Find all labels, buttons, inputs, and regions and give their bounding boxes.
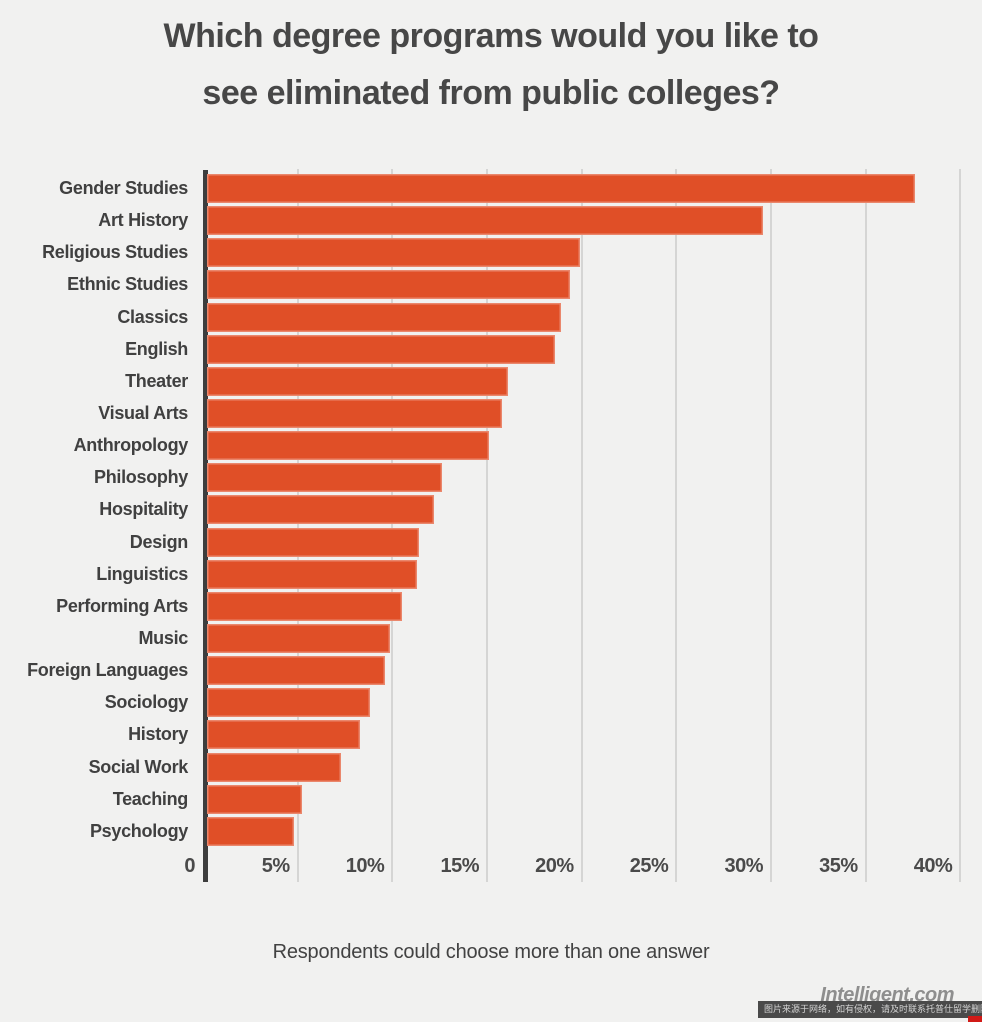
category-label: Theater bbox=[125, 370, 188, 391]
bar-row: Visual Arts bbox=[0, 398, 982, 431]
bar-row: Hospitality bbox=[0, 495, 982, 527]
bar-row: Theater bbox=[0, 366, 982, 399]
bar-row: Art History bbox=[0, 206, 982, 238]
bar-row: Religious Studies bbox=[0, 238, 982, 270]
page-title: Which degree programs would you like to … bbox=[0, 8, 982, 122]
gridline bbox=[864, 169, 867, 882]
x-tick-label: 5% bbox=[261, 855, 290, 877]
bar-rows: Gender Studies Art History Religious Studi… bbox=[0, 174, 982, 849]
bar-design bbox=[207, 527, 419, 557]
watermark-text: 图片来源于网络，如有侵权，请及时联系托普仕留学删除 bbox=[764, 1004, 982, 1014]
y-axis-line bbox=[203, 170, 208, 882]
bar-art-history bbox=[207, 206, 764, 236]
gridline bbox=[391, 169, 394, 882]
bar-row: Foreign Languages bbox=[0, 656, 982, 688]
x-tick-label: 0 bbox=[184, 855, 195, 877]
category-label: Hospitality bbox=[99, 499, 188, 520]
x-tick-label: 35% bbox=[819, 855, 858, 877]
bar-visual-arts bbox=[207, 398, 503, 428]
gridline bbox=[769, 169, 772, 882]
bar-sociology bbox=[207, 688, 370, 718]
category-label: Classics bbox=[117, 306, 188, 327]
category-label: Ethnic Studies bbox=[67, 274, 188, 295]
bar-teaching bbox=[207, 784, 302, 814]
category-label: Teaching bbox=[112, 788, 189, 809]
x-tick-label: 10% bbox=[345, 855, 385, 877]
category-label: Foreign Languages bbox=[27, 660, 188, 681]
bar-hospitality bbox=[207, 495, 434, 525]
red-corner-mark bbox=[968, 1016, 982, 1022]
source-attribution: Intelligent.com bbox=[820, 984, 954, 1006]
category-label: Art History bbox=[98, 210, 188, 231]
bar-anthropology bbox=[207, 431, 489, 461]
gridline bbox=[675, 169, 678, 882]
bar-linguistics bbox=[207, 559, 417, 589]
bar-row: English bbox=[0, 334, 982, 367]
category-label: Philosophy bbox=[93, 467, 188, 488]
page-title-line-1: Which degree programs would you like to bbox=[163, 17, 819, 55]
category-label: Religious Studies bbox=[42, 242, 188, 263]
watermark-bar: 图片来源于网络，如有侵权，请及时联系托普仕留学删除 bbox=[758, 1001, 982, 1018]
category-label: Music bbox=[138, 627, 188, 648]
bar-row: Performing Arts bbox=[0, 591, 982, 624]
category-label: Linguistics bbox=[96, 563, 188, 584]
bar-row: Ethnic Studies bbox=[0, 270, 982, 302]
bar-row: History bbox=[0, 720, 982, 752]
bar-row: Music bbox=[0, 623, 982, 656]
x-tick-label: 15% bbox=[440, 855, 479, 877]
bar-psychology bbox=[207, 816, 294, 846]
gridline bbox=[296, 169, 299, 882]
bar-religious-studies bbox=[207, 238, 580, 268]
category-label: History bbox=[128, 724, 188, 745]
bar-row: Psychology bbox=[0, 816, 982, 849]
bar-row: Social Work bbox=[0, 752, 982, 785]
category-label: English bbox=[125, 338, 188, 359]
bar-row: Linguistics bbox=[0, 559, 982, 592]
bar-performing-arts bbox=[207, 591, 402, 621]
bar-row: Design bbox=[0, 527, 982, 560]
page-title-line-2: see eliminated from public colleges? bbox=[202, 74, 780, 112]
bar-row: Anthropology bbox=[0, 431, 982, 463]
x-tick-label: 30% bbox=[724, 855, 763, 877]
category-label: Performing Arts bbox=[56, 595, 188, 616]
bar-social-work bbox=[207, 752, 342, 782]
gridline bbox=[959, 169, 962, 882]
category-label: Visual Arts bbox=[98, 402, 188, 423]
gridline bbox=[485, 169, 488, 882]
bar-row: Teaching bbox=[0, 784, 982, 817]
bar-ethnic-studies bbox=[207, 270, 571, 300]
bar-foreign-languages bbox=[207, 656, 385, 686]
category-label: Gender Studies bbox=[59, 178, 188, 198]
gridline bbox=[580, 169, 583, 882]
x-tick-label: 40% bbox=[913, 855, 953, 877]
chart-caption: Respondents could choose more than one a… bbox=[272, 941, 710, 963]
category-label: Anthropology bbox=[73, 435, 189, 456]
bar-music bbox=[207, 623, 391, 653]
category-label: Sociology bbox=[104, 692, 189, 713]
bar-gender-studies bbox=[207, 174, 915, 203]
category-label: Design bbox=[129, 531, 189, 552]
bar-row: Gender Studies bbox=[0, 174, 982, 206]
bar-history bbox=[207, 720, 361, 750]
category-label: Social Work bbox=[88, 756, 189, 777]
bar-philosophy bbox=[207, 463, 442, 493]
bar-classics bbox=[207, 302, 561, 332]
bar-theater bbox=[207, 366, 508, 396]
bar-row: Sociology bbox=[0, 688, 982, 720]
bar-row: Classics bbox=[0, 302, 982, 335]
bar-english bbox=[207, 334, 556, 364]
category-label: Psychology bbox=[89, 820, 188, 841]
x-tick-label: 25% bbox=[629, 855, 669, 877]
bar-row: Philosophy bbox=[0, 463, 982, 495]
x-tick-label: 20% bbox=[535, 855, 574, 877]
